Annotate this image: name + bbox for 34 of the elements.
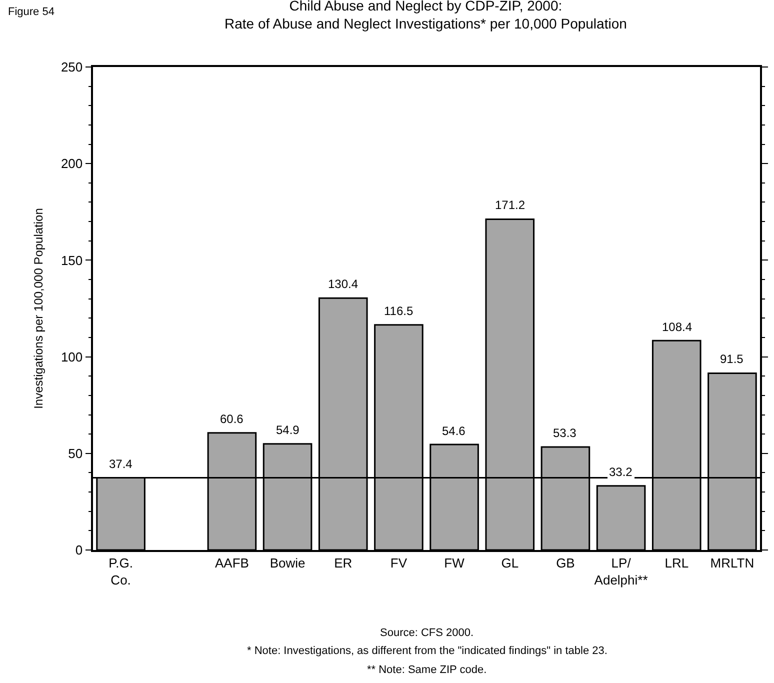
x-tick-label: GL <box>501 555 519 570</box>
y-tick-label: 0 <box>75 542 83 558</box>
chart-title: Child Abuse and Neglect by CDP-ZIP, 2000: Rate of Abuse and Neglect Investigations* per 10,000 Population <box>224 0 627 32</box>
x-tick-label: AAFB <box>214 555 249 570</box>
x-tick-label: FW <box>444 555 466 570</box>
y-tick-label: 150 <box>60 252 83 268</box>
text: * Note: Investigations, as different from the "indicated findings" in table 23. <box>247 645 608 657</box>
text: ** Note: Same ZIP code. <box>367 664 487 676</box>
data-label: 91.5 <box>720 352 744 366</box>
y-tick-label: 50 <box>68 446 83 461</box>
y-tick-label: 100 <box>60 349 83 364</box>
x-tick-label: LP/ Adelphi** <box>594 555 648 588</box>
data-label: 171.2 <box>495 198 526 212</box>
data-label: 130.4 <box>328 277 358 291</box>
data-label: 60.6 <box>220 412 244 426</box>
x-tick-label: ER <box>334 555 352 570</box>
source-note: Source: CFS 2000. <box>380 627 474 639</box>
y-tick-label: 200 <box>60 156 83 172</box>
x-tick-label: P.G. Co. <box>108 555 133 588</box>
data-label: 54.6 <box>442 424 466 438</box>
data-label: 37.4 <box>109 457 133 471</box>
caption: Figure 54 <box>8 6 54 18</box>
data-label: 116.5 <box>384 304 414 318</box>
y-tick-label: 250 <box>60 60 83 75</box>
x-tick-label: FV <box>390 555 408 570</box>
x-tick-label: MRLTN <box>710 555 754 570</box>
y-axis-title: Investigations per 100,000 Population <box>32 208 46 409</box>
x-tick-label: GB <box>556 555 575 570</box>
data-label: 33.2 <box>609 465 633 479</box>
data-label: 54.9 <box>276 423 300 437</box>
x-tick-label: Bowie <box>270 555 306 570</box>
data-label: 53.3 <box>553 426 577 440</box>
data-label: 108.4 <box>662 320 692 334</box>
x-tick-label: LRL <box>664 555 689 570</box>
